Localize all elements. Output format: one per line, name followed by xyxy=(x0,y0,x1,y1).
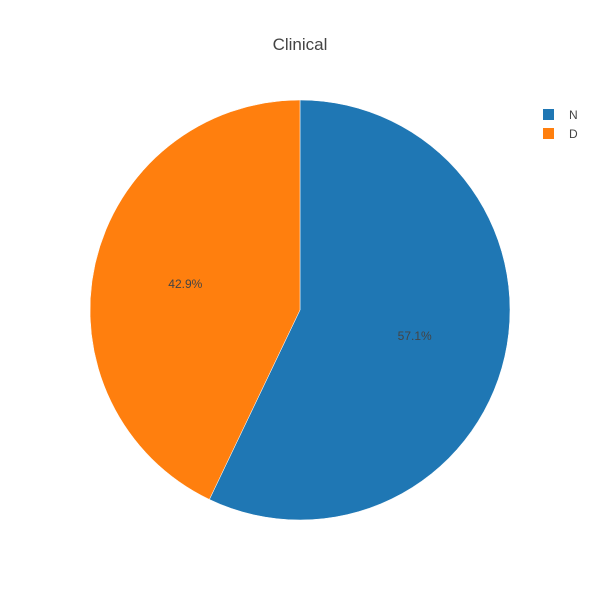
chart-title: Clinical xyxy=(273,35,328,54)
legend-label-d: D xyxy=(569,127,578,141)
legend-label-n: N xyxy=(569,108,578,122)
pie-slices xyxy=(89,99,511,521)
pie-slice-d xyxy=(89,99,301,500)
legend-item-n[interactable]: N xyxy=(543,108,578,122)
legend-swatch-d xyxy=(543,128,554,139)
slice-label-d: 42.9% xyxy=(168,277,202,291)
pie-slice-n xyxy=(209,99,511,521)
pie-slice-labels: 57.1% 42.9% xyxy=(168,277,432,343)
legend-swatch-n xyxy=(543,109,554,120)
legend-item-d[interactable]: D xyxy=(543,127,578,141)
slice-label-n: 57.1% xyxy=(398,329,432,343)
legend: ND xyxy=(543,108,578,141)
